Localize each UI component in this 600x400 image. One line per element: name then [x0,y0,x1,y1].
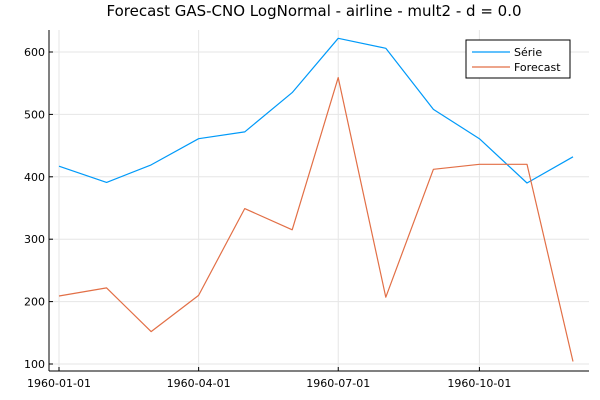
y-tick-label: 500 [24,108,45,121]
y-tick-label: 200 [24,296,45,309]
y-tick-label: 100 [24,358,45,371]
y-tick-label: 400 [24,171,45,184]
x-tick-label: 1960-10-01 [447,377,511,390]
y-tick-label: 600 [24,46,45,59]
x-tick-label: 1960-04-01 [167,377,231,390]
y-tick-labels: 100 200 300 400 500 600 [24,46,53,371]
legend: Série Forecast [465,39,571,79]
y-grid [49,51,589,365]
chart-title: Forecast GAS-CNO LogNormal - airline - m… [106,2,521,20]
legend-label: Forecast [514,61,561,74]
series-line-1 [58,37,574,184]
x-grid [58,30,480,371]
legend-label: Série [514,46,542,59]
series-lines [58,37,574,362]
x-tick-label: 1960-07-01 [306,377,370,390]
series-line-2 [58,76,574,362]
legend-box [465,39,571,79]
x-tick-label: 1960-01-01 [27,377,91,390]
y-tick-label: 300 [24,233,45,246]
legend-items: Série Forecast [472,46,561,74]
x-tick-labels: 1960-01-01 1960-04-01 1960-07-01 1960-10-01 [27,367,511,390]
